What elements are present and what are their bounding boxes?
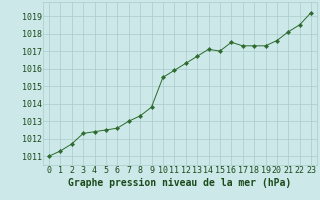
X-axis label: Graphe pression niveau de la mer (hPa): Graphe pression niveau de la mer (hPa) — [68, 178, 292, 188]
